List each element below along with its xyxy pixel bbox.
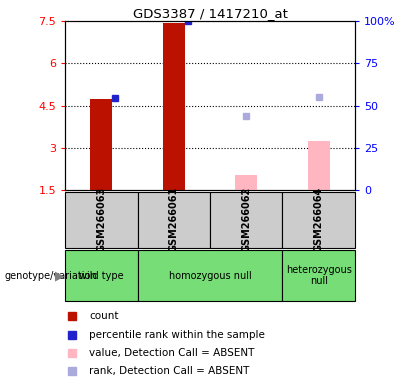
Bar xyxy=(138,250,282,301)
Text: wild type: wild type xyxy=(79,270,123,281)
Bar xyxy=(282,192,355,248)
Bar xyxy=(235,175,257,190)
Bar xyxy=(65,192,138,248)
Bar xyxy=(90,99,112,190)
Text: count: count xyxy=(89,311,119,321)
Bar xyxy=(210,192,282,248)
Bar xyxy=(138,192,210,248)
Text: value, Detection Call = ABSENT: value, Detection Call = ABSENT xyxy=(89,348,255,358)
Bar xyxy=(163,23,185,190)
Text: GSM266061: GSM266061 xyxy=(169,187,179,252)
Text: GSM266063: GSM266063 xyxy=(96,187,106,252)
Title: GDS3387 / 1417210_at: GDS3387 / 1417210_at xyxy=(133,7,287,20)
Text: GSM266062: GSM266062 xyxy=(241,187,251,252)
Bar xyxy=(282,250,355,301)
Text: genotype/variation: genotype/variation xyxy=(4,270,97,281)
Text: homozygous null: homozygous null xyxy=(168,270,252,281)
Text: rank, Detection Call = ABSENT: rank, Detection Call = ABSENT xyxy=(89,366,250,376)
Text: GSM266064: GSM266064 xyxy=(314,187,324,252)
Bar xyxy=(65,250,138,301)
Text: heterozygous
null: heterozygous null xyxy=(286,265,352,286)
Text: ▶: ▶ xyxy=(55,269,64,282)
Text: percentile rank within the sample: percentile rank within the sample xyxy=(89,329,265,339)
Bar xyxy=(308,141,330,190)
